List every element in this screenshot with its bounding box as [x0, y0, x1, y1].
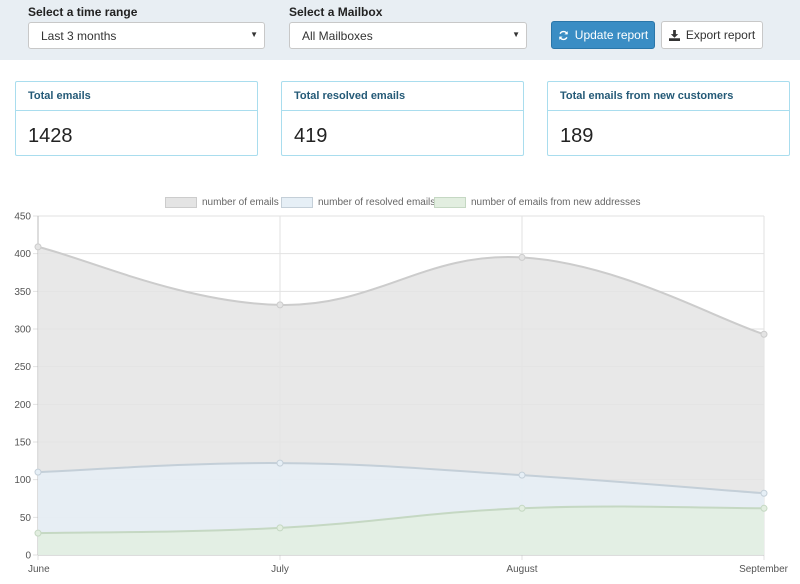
y-tick-label: 150	[14, 438, 31, 449]
y-tick-label: 200	[14, 400, 31, 411]
data-point	[518, 504, 526, 512]
mailbox-value: All Mailboxes	[302, 29, 373, 43]
y-tick-label: 400	[14, 249, 31, 260]
stat-value: 419	[294, 125, 328, 147]
time-range-value: Last 3 months	[41, 29, 117, 43]
legend-label: number of resolved emails	[318, 197, 436, 208]
data-point	[518, 471, 526, 479]
data-point	[760, 504, 768, 512]
update-report-button[interactable]: Update report	[551, 21, 655, 49]
chevron-down-icon: ▼	[512, 30, 520, 39]
download-icon	[668, 29, 680, 41]
legend-swatch	[281, 197, 313, 208]
series-line-2	[37, 505, 765, 535]
stat-card-total-emails: Total emails 1428	[15, 81, 258, 156]
time-range-label: Select a time range	[28, 5, 138, 19]
y-tick-label: 450	[14, 212, 31, 223]
y-tick-label: 250	[14, 362, 31, 373]
stat-title: Total emails from new customers	[548, 82, 789, 111]
data-point	[276, 301, 284, 309]
y-tick-label: 0	[25, 551, 31, 562]
series-area-2	[38, 506, 764, 555]
export-report-label: Export report	[685, 28, 756, 42]
legend-label: number of emails from new addresses	[471, 197, 641, 208]
stat-card-new-customer-emails: Total emails from new customers 189	[547, 81, 790, 156]
stat-value: 1428	[28, 125, 73, 147]
stat-value: 189	[560, 125, 594, 147]
y-tick-label: 100	[14, 475, 31, 486]
y-tick-label: 300	[14, 325, 31, 336]
legend-label: number of emails	[202, 197, 279, 208]
data-point	[760, 489, 768, 497]
data-point	[276, 459, 284, 467]
data-point	[276, 524, 284, 532]
data-point	[760, 330, 768, 338]
x-tick-label: July	[271, 564, 289, 575]
refresh-icon	[558, 30, 569, 41]
x-tick-label: September	[739, 564, 789, 575]
time-range-select[interactable]: Last 3 months ▼	[28, 22, 265, 49]
legend-swatch	[434, 197, 466, 208]
y-tick-label: 350	[14, 287, 31, 298]
x-tick-label: August	[506, 564, 537, 575]
chevron-down-icon: ▼	[250, 30, 258, 39]
export-report-button[interactable]: Export report	[661, 21, 763, 49]
mailbox-select[interactable]: All Mailboxes ▼	[289, 22, 527, 49]
stat-card-resolved-emails: Total resolved emails 419	[281, 81, 524, 156]
legend-item-new-addresses[interactable]: number of emails from new addresses	[434, 197, 641, 208]
chart-legend: number of emails number of resolved emai…	[0, 197, 800, 211]
filter-bar: Select a time range Last 3 months ▼ Sele…	[0, 0, 800, 60]
legend-swatch	[165, 197, 197, 208]
data-point	[34, 529, 42, 537]
legend-item-emails[interactable]: number of emails	[165, 197, 279, 208]
y-tick-label: 50	[20, 513, 32, 524]
stat-title: Total resolved emails	[282, 82, 523, 111]
data-point	[518, 253, 526, 261]
x-tick-label: June	[28, 564, 50, 575]
data-point	[34, 468, 42, 476]
update-report-label: Update report	[574, 28, 649, 42]
area-chart: 0 50 100 150 200 250 300 350 400 450 June July Augus…	[14, 212, 789, 576]
data-point	[34, 243, 42, 251]
series-line-0	[37, 245, 765, 336]
series-line-1	[37, 462, 765, 495]
stat-title: Total emails	[16, 82, 257, 111]
mailbox-label: Select a Mailbox	[289, 5, 383, 19]
legend-item-resolved[interactable]: number of resolved emails	[281, 197, 435, 208]
